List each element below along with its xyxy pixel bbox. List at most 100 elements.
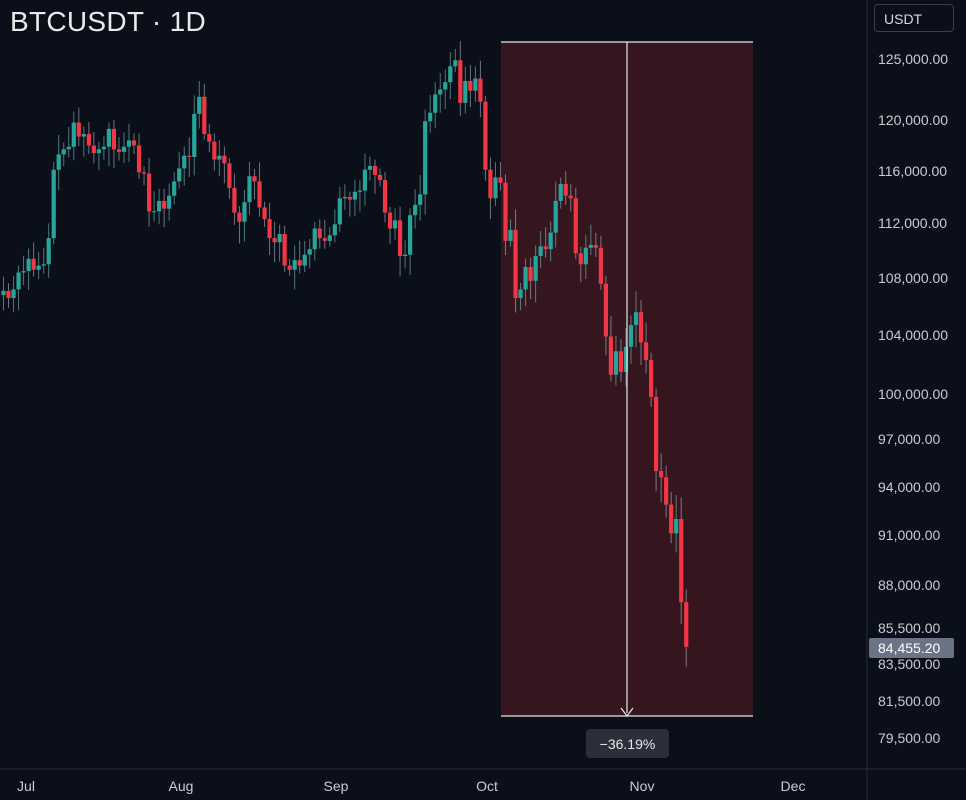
candle-body — [648, 360, 654, 397]
candle-body — [498, 177, 503, 183]
candle — [377, 168, 383, 187]
candle — [172, 172, 177, 205]
candle-body — [11, 289, 16, 298]
candle-body — [538, 246, 543, 256]
candle — [633, 291, 639, 348]
candle-body — [36, 265, 41, 270]
candle-body — [61, 149, 66, 155]
candle-body — [598, 247, 603, 284]
candle-body — [423, 121, 428, 195]
candle-body — [237, 212, 242, 222]
candle-body — [41, 264, 46, 266]
candle — [31, 242, 36, 277]
candle-body — [116, 149, 122, 152]
candle — [538, 230, 543, 269]
candle — [272, 221, 277, 263]
candle — [608, 316, 614, 382]
candle-body — [603, 283, 608, 337]
candle-body — [362, 169, 368, 191]
candle — [352, 179, 357, 217]
candle — [568, 184, 573, 212]
candle-body — [679, 519, 684, 603]
candle — [553, 181, 558, 248]
time-tick-label: Nov — [630, 778, 655, 794]
candle — [428, 94, 433, 133]
candle — [227, 158, 232, 199]
candle-body — [377, 174, 383, 181]
candle-body — [302, 254, 307, 266]
candle-body — [563, 184, 568, 196]
time-axis[interactable]: Jul Aug Sep Oct Nov Dec — [17, 778, 805, 794]
candle — [56, 134, 61, 191]
candle-body — [367, 165, 373, 170]
candle — [277, 224, 282, 262]
candle — [121, 132, 127, 164]
candle-body — [96, 149, 101, 154]
candle-body — [212, 141, 217, 160]
candle-body — [207, 134, 212, 142]
candle — [297, 240, 302, 274]
candle — [684, 589, 689, 667]
candle-body — [146, 173, 152, 212]
candle-body — [51, 169, 56, 239]
measure-percent-label: −36.19% — [600, 736, 656, 752]
candle-body — [232, 187, 237, 213]
candle-body — [488, 169, 493, 199]
chart-title: BTCUSDT · 1D — [10, 6, 206, 37]
last-price-label: 84,455.20 — [878, 640, 940, 656]
candle-body — [408, 215, 413, 255]
candle-body — [272, 238, 277, 243]
candle — [182, 146, 187, 186]
candle-body — [593, 245, 598, 248]
candle — [558, 177, 563, 209]
candle-body — [76, 122, 81, 137]
candle-body — [628, 325, 634, 347]
candle — [136, 133, 142, 179]
candle — [573, 187, 578, 260]
candle-body — [588, 245, 593, 248]
candle-body — [121, 146, 127, 152]
candle — [488, 157, 493, 219]
candle — [247, 162, 252, 215]
candle — [1, 276, 6, 311]
candle — [362, 153, 368, 206]
candle — [382, 171, 388, 223]
candle-body — [453, 60, 458, 67]
time-tick-label: Jul — [17, 778, 35, 794]
candle — [408, 208, 413, 275]
candle-body — [387, 212, 393, 229]
candle — [603, 275, 608, 356]
candle — [518, 283, 523, 311]
price-tick-label: 85,500.00 — [878, 620, 940, 636]
candle — [101, 136, 106, 160]
time-tick-label: Aug — [169, 778, 194, 794]
candle-body — [141, 172, 147, 174]
candle-body — [643, 342, 649, 361]
candle — [167, 183, 172, 221]
candle-body — [543, 246, 548, 250]
currency-button[interactable]: USDT — [874, 4, 954, 32]
candle — [106, 122, 112, 167]
price-tick-label: 88,000.00 — [878, 577, 940, 593]
candle — [287, 258, 292, 276]
candle-body — [56, 154, 61, 170]
candle — [503, 174, 508, 256]
candle — [483, 96, 488, 181]
candle-body — [242, 202, 247, 222]
candle-body — [252, 176, 257, 182]
candle-body — [473, 78, 478, 91]
candle-body — [86, 134, 91, 146]
candle — [86, 122, 91, 155]
candle — [292, 245, 297, 290]
candle-body — [664, 477, 669, 505]
candle-body — [608, 336, 614, 375]
candle — [443, 69, 448, 109]
candle-body — [167, 195, 172, 209]
candle-body — [382, 180, 388, 213]
price-axis[interactable]: 125,000.00 120,000.00 116,000.00 112,000.00… — [869, 51, 954, 746]
candle — [468, 65, 473, 108]
candle-body — [322, 238, 327, 241]
candle-body — [162, 200, 167, 209]
candle-body — [202, 96, 207, 135]
